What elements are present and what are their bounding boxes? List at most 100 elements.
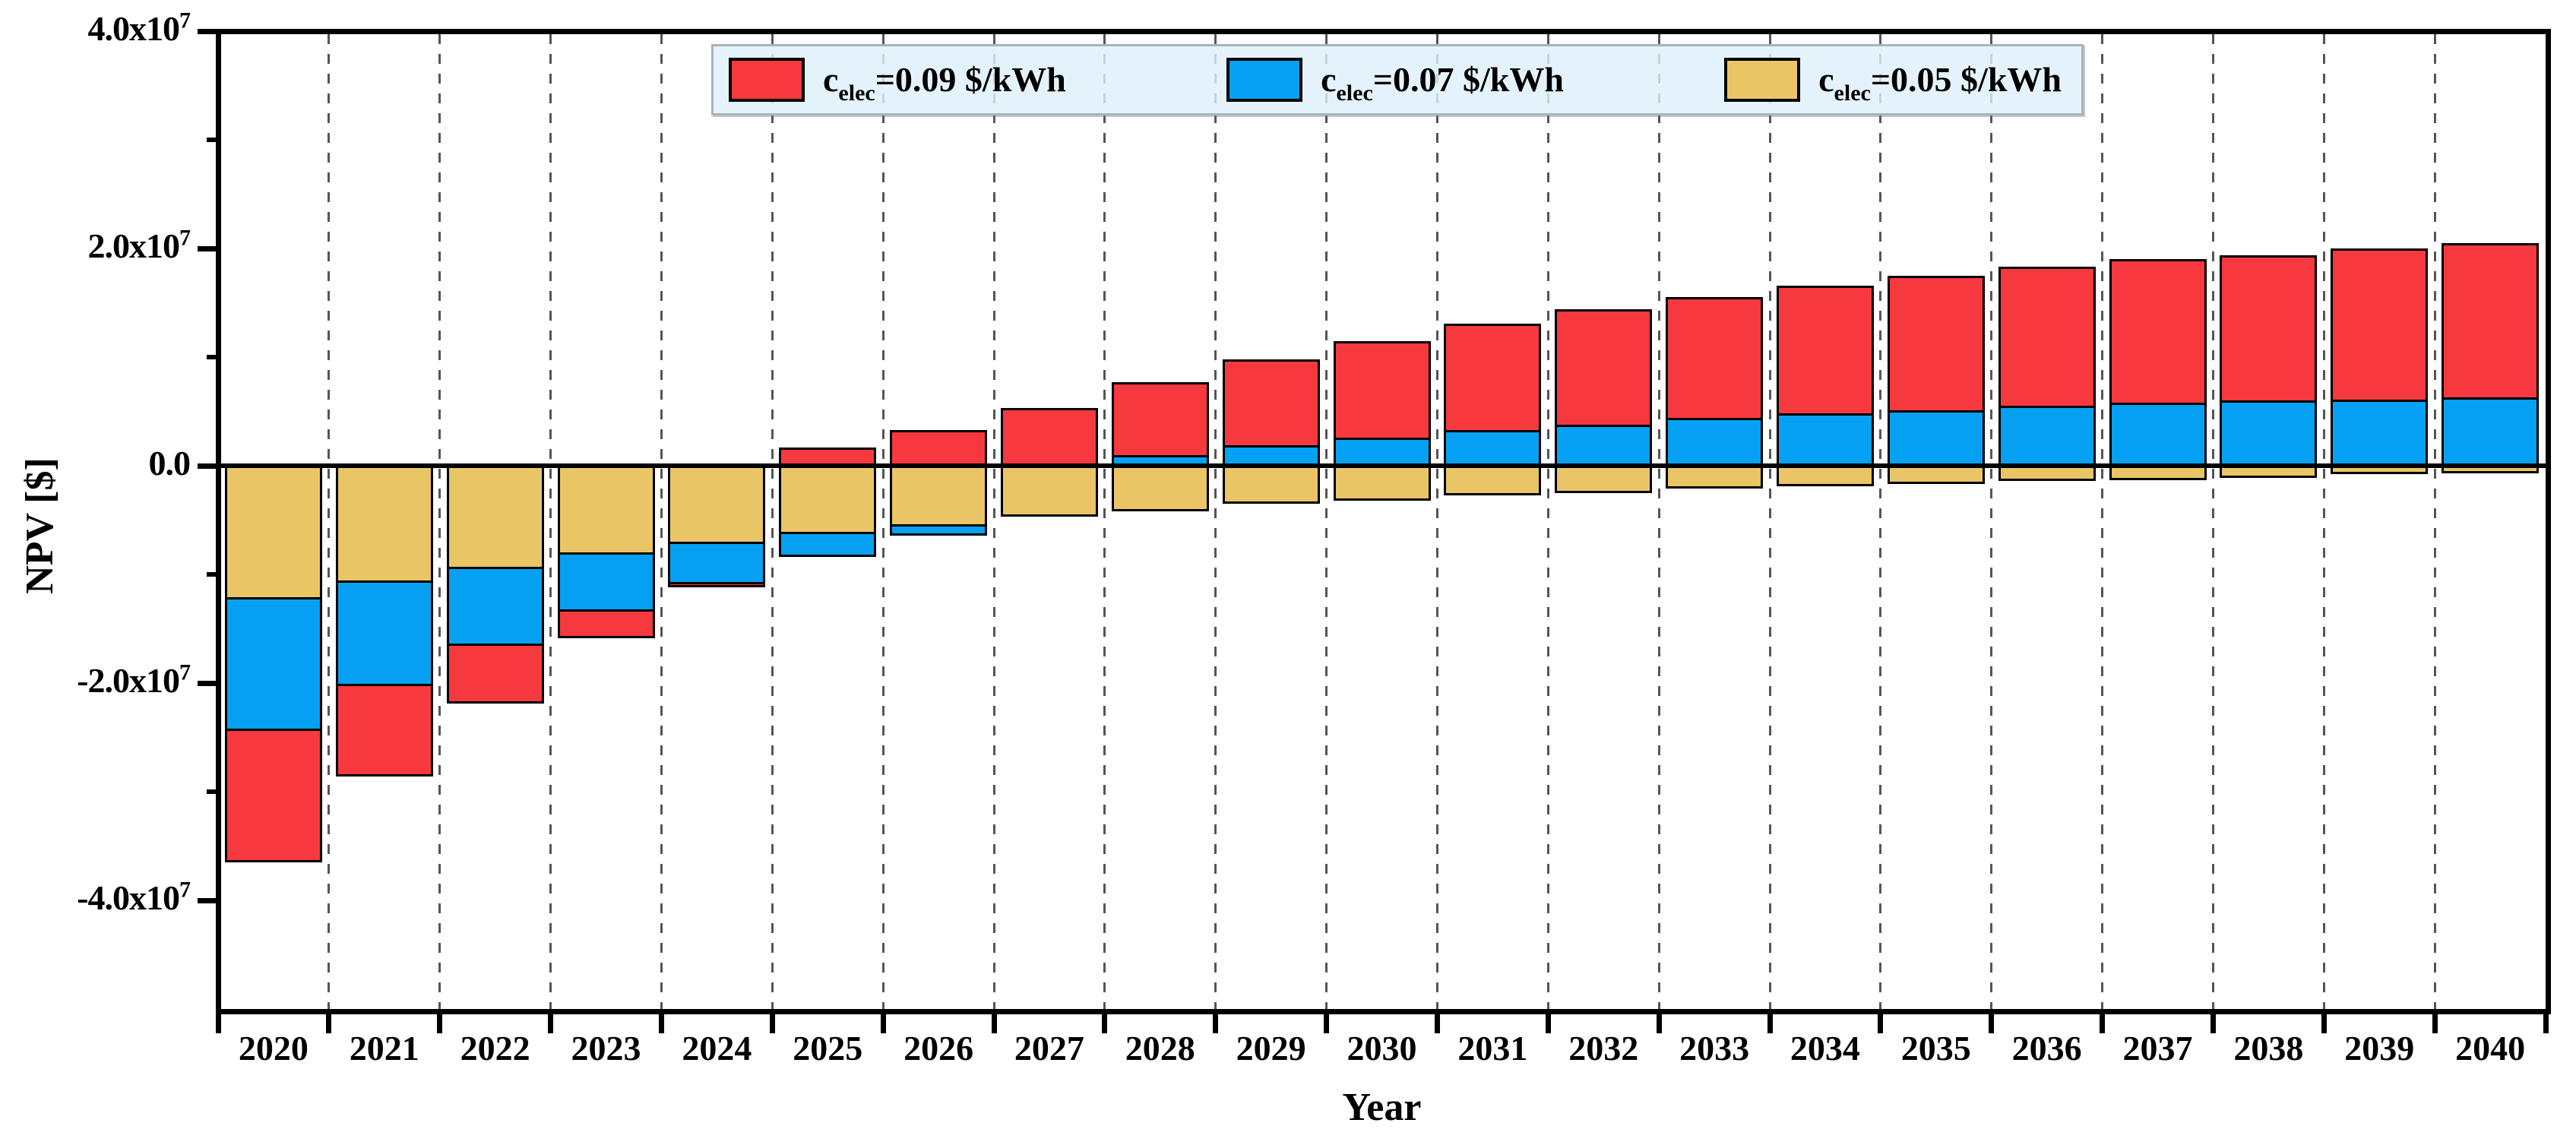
gridline [1879, 34, 1882, 1009]
x-axis-tick [991, 1011, 997, 1033]
y-axis-major-tick [198, 897, 218, 903]
gridline [1103, 34, 1106, 1009]
bar-2037-c07 [2109, 403, 2207, 466]
gridline [1657, 34, 1660, 1009]
gridline [992, 34, 995, 1009]
bar-2027-c09 [1000, 408, 1098, 466]
x-axis-tick-label: 2032 [1568, 1029, 1639, 1068]
bar-2031-c07 [1444, 429, 1542, 466]
gridline [1325, 34, 1328, 1009]
legend-swatch-blue-icon [1226, 58, 1303, 102]
bar-2026-c05 [890, 466, 988, 527]
legend-label: celec=0.05 $/kWh [1818, 60, 2062, 106]
bar-2031-c05 [1444, 466, 1542, 495]
y-axis-tick-label: -2.0x107 [77, 659, 191, 700]
x-axis-tick [1767, 1011, 1773, 1033]
y-axis-minor-tick [207, 572, 218, 577]
x-axis-tick-label: 2025 [793, 1029, 863, 1068]
legend-swatch-tan-icon [1724, 58, 1801, 102]
x-axis-tick [437, 1011, 443, 1033]
x-axis-tick [769, 1011, 775, 1033]
x-axis-tick-label: 2040 [2455, 1029, 2526, 1068]
gridline [660, 34, 663, 1009]
x-axis-tick [215, 1011, 221, 1033]
bar-2036-c07 [1998, 406, 2096, 466]
x-axis-tick [2100, 1011, 2106, 1033]
bar-2036-c05 [1998, 466, 2096, 482]
gridline [1546, 34, 1549, 1009]
x-axis-tick-label: 2033 [1679, 1029, 1750, 1068]
x-axis-tick [1324, 1011, 1330, 1033]
bar-2021-c05 [335, 466, 433, 584]
y-axis-minor-tick [207, 789, 218, 794]
gridline [2322, 34, 2325, 1009]
gridline [1435, 34, 1438, 1009]
x-axis-tick-label: 2020 [238, 1029, 309, 1068]
x-axis-tick-label: 2036 [2011, 1029, 2082, 1068]
x-axis-tick [1434, 1011, 1440, 1033]
x-axis-tick [2321, 1011, 2327, 1033]
legend-label: celec=0.07 $/kWh [1321, 60, 1564, 106]
y-axis-major-tick [198, 680, 218, 686]
gridline [2433, 34, 2436, 1009]
x-axis-tick [2543, 1011, 2549, 1033]
x-axis-tick [2432, 1011, 2438, 1033]
y-axis-major-tick [198, 463, 218, 469]
y-axis-tick-label: -4.0x107 [77, 877, 191, 917]
bar-2035-c05 [1887, 466, 1985, 485]
plot-area [216, 29, 2551, 1014]
x-axis-tick-label: 2021 [349, 1029, 419, 1068]
x-axis-tick [1545, 1011, 1551, 1033]
gridline [328, 34, 331, 1009]
gridline [1214, 34, 1217, 1009]
bar-2039-c07 [2331, 399, 2429, 466]
bar-2020-c05 [224, 466, 322, 599]
y-axis-major-tick [198, 245, 218, 251]
x-axis-tick [548, 1011, 554, 1033]
bar-2025-c05 [779, 466, 877, 535]
bar-2032-c07 [1555, 424, 1653, 466]
y-axis-tick-label: 2.0x107 [87, 225, 191, 265]
bar-2029-c05 [1222, 466, 1320, 504]
x-axis-tick [880, 1011, 886, 1033]
x-axis-tick-label: 2030 [1347, 1029, 1417, 1068]
bar-2029-c07 [1222, 444, 1320, 466]
x-axis-tick-label: 2022 [460, 1029, 530, 1068]
legend: celec=0.09 $/kWh celec=0.07 $/kWh celec=… [711, 44, 2084, 115]
zero-axis-line [221, 463, 2546, 468]
x-axis-tick-label: 2027 [1014, 1029, 1084, 1068]
y-axis-minor-tick [207, 355, 218, 359]
x-axis-tick-label: 2035 [1900, 1029, 1971, 1068]
x-axis-tick-label: 2024 [682, 1029, 752, 1068]
bar-2028-c09 [1111, 381, 1209, 466]
bar-2028-c05 [1111, 466, 1209, 512]
y-axis-tick-label: 4.0x107 [87, 8, 191, 48]
gridline [881, 34, 885, 1009]
x-axis-title: Year [1342, 1086, 1422, 1129]
x-axis-tick-label: 2029 [1236, 1029, 1306, 1068]
x-axis-tick [1213, 1011, 1219, 1033]
x-axis-tick [2210, 1011, 2216, 1033]
bar-2035-c07 [1887, 410, 1985, 466]
bar-2022-c05 [446, 466, 544, 569]
gridline [438, 34, 441, 1009]
x-axis-tick-label: 2039 [2344, 1029, 2415, 1068]
gridline [2101, 34, 2104, 1009]
bar-2024-c05 [668, 466, 766, 544]
y-axis-tick-label: 0.0 [148, 444, 191, 482]
bar-2038-c07 [2220, 400, 2318, 466]
x-axis-tick-label: 2037 [2122, 1029, 2193, 1068]
y-axis-minor-tick [207, 138, 218, 142]
legend-entry: celec=0.05 $/kWh [1724, 58, 2062, 106]
y-axis-major-tick [198, 28, 218, 34]
x-axis-tick [658, 1011, 664, 1033]
x-axis-tick-label: 2038 [2233, 1029, 2304, 1068]
gridline [1990, 34, 1993, 1009]
bar-2033-c05 [1666, 466, 1764, 489]
gridline [2211, 34, 2214, 1009]
legend-entry: celec=0.07 $/kWh [1226, 58, 1564, 106]
bar-2030-c05 [1333, 466, 1431, 501]
x-axis-tick-label: 2034 [1790, 1029, 1860, 1068]
legend-swatch-red-icon [729, 58, 805, 102]
